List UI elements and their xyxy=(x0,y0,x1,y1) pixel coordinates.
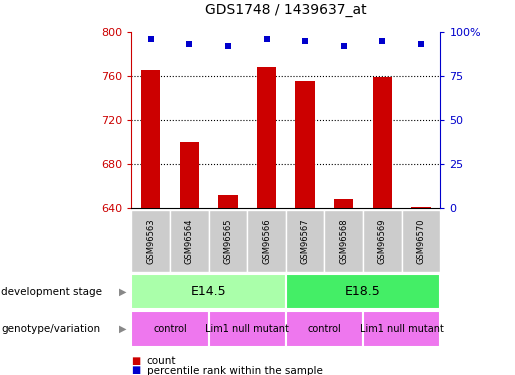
Text: GSM96570: GSM96570 xyxy=(417,218,425,264)
Text: percentile rank within the sample: percentile rank within the sample xyxy=(147,366,323,375)
Bar xyxy=(131,210,170,272)
Text: ▶: ▶ xyxy=(118,286,126,297)
Point xyxy=(224,43,232,49)
Text: control: control xyxy=(153,324,187,334)
Text: development stage: development stage xyxy=(1,286,102,297)
Text: Lim1 null mutant: Lim1 null mutant xyxy=(205,324,289,334)
Text: ▶: ▶ xyxy=(118,324,126,334)
Bar xyxy=(131,311,209,347)
Point xyxy=(262,36,270,42)
Point xyxy=(378,38,386,44)
Text: GSM96563: GSM96563 xyxy=(146,218,155,264)
Bar xyxy=(296,81,315,208)
Point xyxy=(185,41,193,47)
Bar xyxy=(257,67,276,208)
Text: ■: ■ xyxy=(131,356,141,366)
Text: GSM96567: GSM96567 xyxy=(301,218,310,264)
Text: GSM96565: GSM96565 xyxy=(224,218,232,264)
Text: GSM96564: GSM96564 xyxy=(185,218,194,264)
Bar xyxy=(170,210,209,272)
Text: genotype/variation: genotype/variation xyxy=(1,324,100,334)
Text: control: control xyxy=(307,324,341,334)
Text: ■: ■ xyxy=(131,366,141,375)
Point xyxy=(301,38,309,44)
Bar xyxy=(286,274,440,309)
Bar xyxy=(141,70,160,208)
Text: count: count xyxy=(147,356,176,366)
Text: Lim1 null mutant: Lim1 null mutant xyxy=(360,324,443,334)
Bar xyxy=(324,210,363,272)
Text: GDS1748 / 1439637_at: GDS1748 / 1439637_at xyxy=(205,3,367,17)
Text: GSM96568: GSM96568 xyxy=(339,218,348,264)
Point xyxy=(339,43,348,49)
Text: E18.5: E18.5 xyxy=(345,285,381,298)
Bar xyxy=(411,207,431,208)
Bar xyxy=(402,210,440,272)
Text: GSM96569: GSM96569 xyxy=(378,218,387,264)
Bar xyxy=(209,311,286,347)
Bar xyxy=(218,195,237,208)
Bar xyxy=(131,274,286,309)
Bar xyxy=(286,311,363,347)
Bar xyxy=(363,311,440,347)
Point xyxy=(417,41,425,47)
Bar xyxy=(373,77,392,208)
Text: GSM96566: GSM96566 xyxy=(262,218,271,264)
Bar xyxy=(209,210,247,272)
Point xyxy=(146,36,154,42)
Bar xyxy=(286,210,324,272)
Text: E14.5: E14.5 xyxy=(191,285,227,298)
Bar xyxy=(363,210,402,272)
Bar xyxy=(247,210,286,272)
Bar xyxy=(334,200,353,208)
Bar xyxy=(180,142,199,208)
